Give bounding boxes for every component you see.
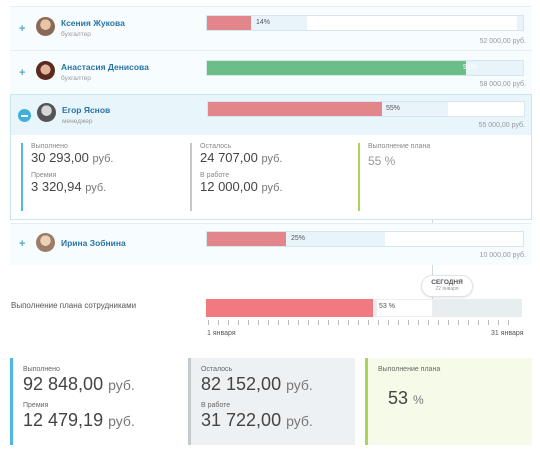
avatar (36, 233, 55, 252)
expand-icon[interactable]: + (19, 67, 26, 79)
expand-icon[interactable]: + (19, 238, 26, 250)
progress-bar: 25% (206, 231, 524, 247)
work-total: 31 722,00 руб. (201, 410, 313, 430)
plan-total: 53 % (388, 388, 424, 408)
progress-percent: 14% (256, 19, 271, 26)
employee-row[interactable]: + Ксения Жукова бухгалтер 14% 52 000,00 … (10, 6, 532, 50)
progress-bar: 14% (206, 15, 524, 31)
plan-card: Выполнение плана 53 % (365, 358, 532, 445)
progress-fill (207, 61, 467, 75)
employee-role: бухгалтер (61, 31, 91, 38)
plan-amount: 55 000,00 руб. (478, 122, 525, 129)
summary-progress-fill (206, 299, 374, 317)
work-value: 12 000,00 руб. (200, 179, 283, 194)
plan-amount: 10 000,00 руб. (479, 252, 526, 259)
today-badge: СЕГОДНЯ 22 января (421, 275, 473, 297)
progress-bar: 91% (206, 60, 524, 76)
done-card: Выполнено 92 848,00 руб. Премия 12 479,1… (10, 358, 178, 445)
summary-progress-bar: 53 % (206, 299, 522, 317)
progress-bar: 55% (207, 101, 525, 117)
employee-role: менеджер (62, 118, 93, 125)
plan-amount: 58 000,00 руб. (479, 81, 526, 88)
left-column: Осталось 24 707,00 руб. В работе 12 000,… (190, 143, 282, 211)
progress-percent: 91% (463, 64, 478, 71)
summary-label: Выполнение плана сотрудниками (11, 301, 137, 310)
axis-end-label: 31 января (491, 330, 524, 337)
employee-row[interactable]: + Анастасия Денисова бухгалтер 91% 58 00… (10, 50, 532, 94)
progress-fill (207, 16, 252, 30)
collapse-icon[interactable] (18, 109, 31, 122)
done-value: 30 293,00 руб. (31, 150, 114, 165)
progress-percent: 55% (386, 105, 401, 112)
summary-percent: 53 % (379, 303, 395, 310)
axis-start-label: 1 января (207, 330, 236, 337)
done-column: Выполнено 30 293,00 руб. Премия 3 320,94… (21, 143, 113, 211)
employee-name[interactable]: Ирина Зобнина (61, 238, 126, 248)
employee-row[interactable]: + Ирина Зобнина 25% 10 000,00 руб. (10, 223, 532, 265)
avatar (36, 61, 55, 80)
employee-name[interactable]: Егор Яснов (62, 105, 111, 115)
plan-column: Выполнение плана 55 % (358, 143, 430, 211)
done-total: 92 848,00 руб. (23, 374, 135, 394)
progress-fill (208, 102, 382, 116)
employee-detail-panel: Выполнено 30 293,00 руб. Премия 3 320,94… (10, 135, 532, 220)
employee-row-expanded[interactable]: Егор Яснов менеджер 55% 55 000,00 руб. (10, 94, 532, 135)
left-card: Осталось 82 152,00 руб. В работе 31 722,… (188, 358, 355, 445)
avatar (37, 103, 56, 122)
plan-percent: 55 % (368, 154, 396, 168)
bonus-total: 12 479,19 руб. (23, 410, 135, 430)
left-total: 82 152,00 руб. (201, 374, 313, 394)
plan-amount: 52 000,00 руб. (479, 38, 526, 45)
employee-name[interactable]: Анастасия Денисова (61, 62, 149, 72)
expand-icon[interactable]: + (19, 23, 26, 35)
bonus-value: 3 320,94 руб. (31, 179, 107, 194)
progress-percent: 25% (291, 235, 306, 242)
progress-fill (207, 232, 286, 246)
left-value: 24 707,00 руб. (200, 150, 283, 165)
employee-name[interactable]: Ксения Жукова (61, 18, 125, 28)
month-axis (206, 320, 524, 328)
avatar (36, 17, 55, 36)
employee-role: бухгалтер (61, 75, 91, 82)
